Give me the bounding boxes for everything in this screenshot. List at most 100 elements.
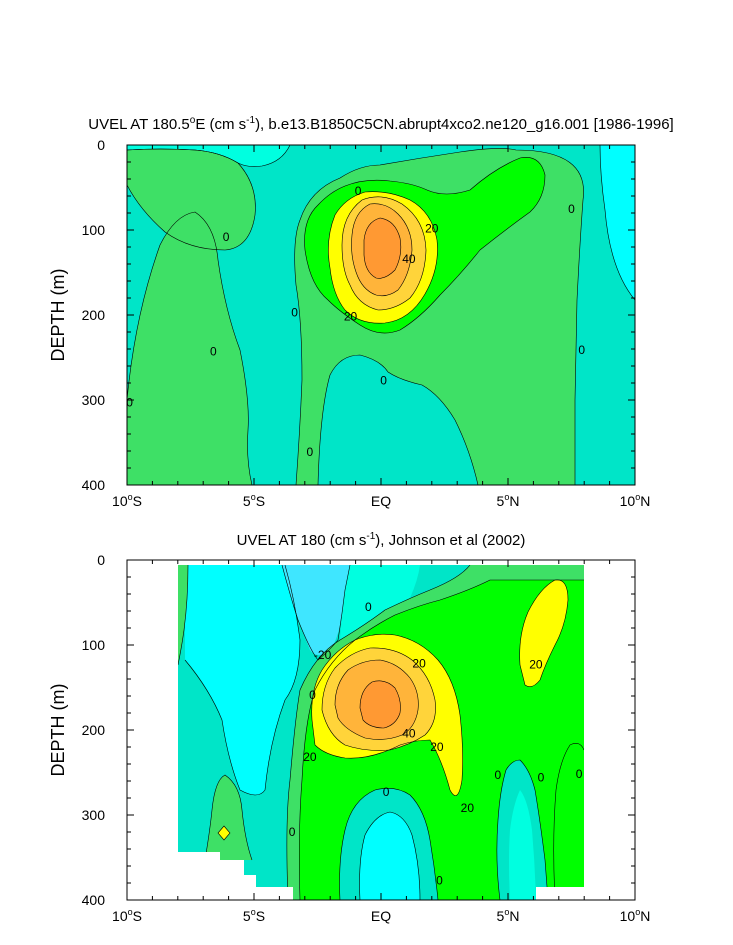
contour-line-southwest-zero [127, 148, 256, 251]
contour-line-deep-southwest-zero [127, 211, 253, 485]
contour-line-zero-west [178, 565, 189, 666]
contour-line-small-southwest [217, 825, 231, 841]
x-tick-label: 10oN [620, 907, 651, 924]
contour-line-northeast-20 [519, 579, 569, 687]
contour-label: 0 [494, 768, 501, 782]
contour-label: 0 [436, 873, 443, 887]
fill-region-50 [364, 218, 401, 279]
contour-line-deep-center-minus10 [359, 811, 421, 900]
y-tick-label: 100 [82, 637, 106, 653]
contour-label: 0 [578, 343, 585, 357]
bottom-contour-field [178, 565, 584, 900]
fill-region-deep-center-minus10 [359, 812, 420, 900]
top-panel-title: UVEL AT 180.5oE (cm s-1), b.e13.B1850C5C… [88, 115, 673, 133]
y-tick-label: 100 [82, 222, 106, 238]
x-tick-label: 10oN [620, 492, 651, 509]
contour-label: 20 [529, 658, 543, 672]
y-tick-label: 400 [82, 477, 106, 493]
fill-region-core-50 [360, 680, 401, 728]
contour-line-40 [351, 203, 413, 297]
contour-label: 0 [223, 230, 230, 244]
bottom-panel-title: UVEL AT 180 (cm s-1), Johnson et al (200… [237, 531, 526, 549]
top-contour-field [127, 145, 635, 485]
fill-region-southern-shallow [127, 145, 290, 167]
contour-label: 0 [126, 396, 133, 410]
contour-line-core-40 [334, 659, 419, 740]
contour-label: 20 [412, 657, 426, 671]
y-tick-label: 0 [97, 137, 105, 153]
x-tick-label: EQ [371, 493, 391, 509]
contour-label: 20 [430, 740, 444, 754]
contour-line-core-30 [321, 647, 436, 751]
x-tick-label: 5oS [243, 907, 265, 924]
contour-label: 0 [576, 767, 583, 781]
x-tick-label: EQ [371, 908, 391, 924]
fill-region-zero-west [178, 565, 188, 665]
contour-line-east-negative [496, 759, 549, 900]
contour-line-eastern [599, 145, 635, 301]
contour-line-10 [304, 157, 546, 334]
fill-region-deep-southwest-positive [127, 212, 252, 485]
fill-region-northeast-10 [553, 743, 584, 900]
contour-line-30 [341, 196, 427, 311]
fill-region-zero-southwest [205, 775, 252, 860]
contour-line-zero-southwest [204, 774, 253, 861]
x-tick-label: 5oS [243, 492, 265, 509]
bottom-y-axis-label: DEPTH (m) [48, 684, 68, 777]
y-tick-label: 300 [82, 807, 106, 823]
fill-region-west-negative [185, 565, 300, 795]
contour-label: 0 [307, 445, 314, 459]
x-tick-label: 5oN [497, 907, 520, 924]
contour-line-central-zero [294, 148, 584, 485]
contour-label: 0 [210, 345, 217, 359]
contour-line-50 [363, 217, 402, 279]
contour-label: 40 [402, 252, 416, 266]
contour-line-10 [299, 579, 584, 900]
y-tick-label: 200 [82, 307, 106, 323]
contour-line-west-negative [184, 565, 301, 796]
y-tick-label: 400 [82, 892, 106, 908]
contour-line-core-20 [311, 633, 463, 796]
contour-label: 0 [568, 202, 575, 216]
contour-label: 20 [425, 221, 439, 235]
contour-line-central-inner-zero [317, 354, 479, 485]
fill-region-southwest-positive [127, 149, 256, 250]
x-tick-label: 10oS [112, 907, 142, 924]
contour-line-minus20 [281, 565, 351, 661]
x-tick-label: 5oN [497, 492, 520, 509]
bottom-contour-labels: 0 -20 20 20 0 20 40 20 0 0 0 0 20 0 0 [289, 600, 583, 888]
contour-label: 0 [355, 184, 362, 198]
contour-label: 0 [380, 373, 387, 387]
contour-label: 20 [303, 750, 317, 764]
fill-region-northeast-20 [519, 579, 568, 687]
contour-label: 0 [309, 688, 316, 702]
contour-line-deep-center [339, 788, 439, 900]
contour-line-zero-central [286, 565, 471, 900]
contour-label: 0 [383, 785, 390, 799]
contour-label: 0 [291, 305, 298, 319]
bottom-panel: UVEL AT 180 (cm s-1), Johnson et al (200… [48, 531, 650, 924]
y-tick-label: 300 [82, 392, 106, 408]
contour-label: 20 [344, 310, 358, 324]
top-contour-labels: 0 0 0 0 0 0 0 0 0 20 40 20 [126, 184, 585, 459]
contour-label: 0 [365, 600, 372, 614]
contour-label: 40 [402, 726, 416, 740]
y-tick-label: 200 [82, 722, 106, 738]
top-y-axis-label: DEPTH (m) [48, 269, 68, 362]
contour-line-20 [328, 191, 438, 324]
contour-line-northeast-10 [553, 743, 584, 900]
top-panel: UVEL AT 180.5oE (cm s-1), b.e13.B1850C5C… [48, 115, 674, 509]
fill-region-east-minus10 [509, 790, 536, 900]
fill-region-eastern-negative [600, 145, 635, 300]
contour-line-core-50 [359, 680, 401, 729]
y-tick-label: 0 [97, 552, 105, 568]
x-tick-label: 10oS [112, 492, 142, 509]
contour-label: 0 [538, 771, 545, 785]
contour-label: 0 [289, 825, 296, 839]
fill-region-minus20 [282, 565, 350, 655]
contour-label: -20 [314, 648, 332, 662]
contour-label: 20 [461, 801, 475, 815]
